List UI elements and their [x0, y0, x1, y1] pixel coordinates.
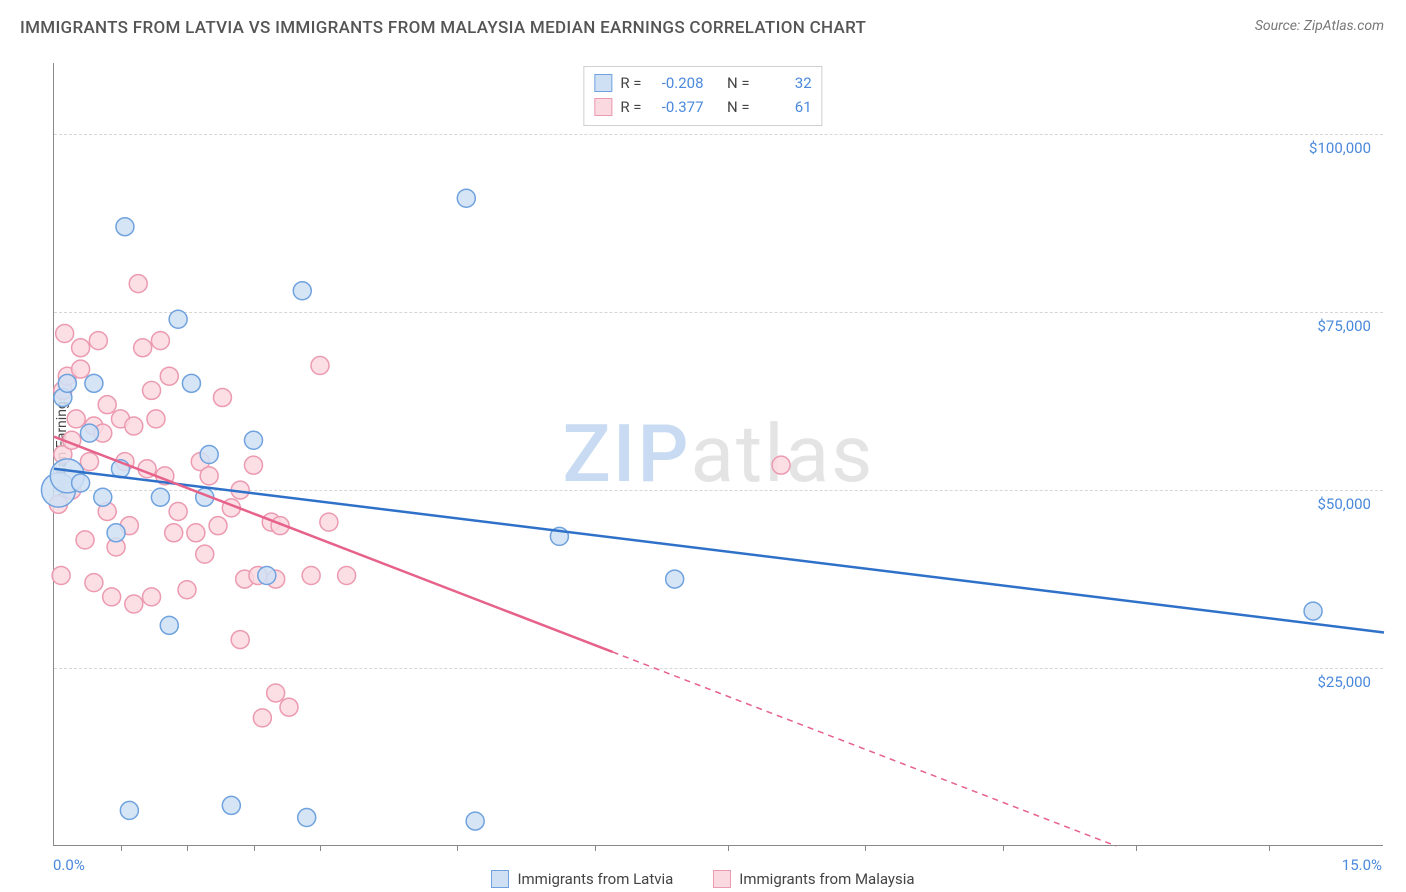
legend-item-0: Immigrants from Latvia [491, 870, 673, 888]
source-label: Source: ZipAtlas.com [1255, 18, 1384, 34]
n-label: N = [727, 95, 750, 119]
swatch-series-1 [594, 98, 612, 116]
stats-row-1: R = -0.377 N = 61 [594, 95, 811, 119]
chart-title: IMMIGRANTS FROM LATVIA VS IMMIGRANTS FRO… [20, 18, 866, 38]
stats-legend: R = -0.208 N = 32 R = -0.377 N = 61 [583, 66, 822, 126]
legend-label-0: Immigrants from Latvia [517, 870, 673, 888]
r-value-1: -0.377 [650, 95, 704, 119]
n-value-0: 32 [758, 71, 812, 95]
n-label: N = [727, 71, 750, 95]
legend-item-1: Immigrants from Malaysia [713, 870, 914, 888]
legend-label-1: Immigrants from Malaysia [739, 870, 914, 888]
plot-area: ZIPatlas $25,000$50,000$75,000$100,000 [53, 63, 1383, 846]
swatch-series-0-bottom [491, 870, 509, 888]
n-value-1: 61 [758, 95, 812, 119]
chart-svg [54, 63, 1383, 845]
bottom-legend: Immigrants from Latvia Immigrants from M… [0, 870, 1406, 888]
swatch-series-1-bottom [713, 870, 731, 888]
r-label: R = [620, 95, 641, 119]
swatch-series-0 [594, 74, 612, 92]
r-label: R = [620, 71, 641, 95]
stats-row-0: R = -0.208 N = 32 [594, 71, 811, 95]
r-value-0: -0.208 [650, 71, 704, 95]
